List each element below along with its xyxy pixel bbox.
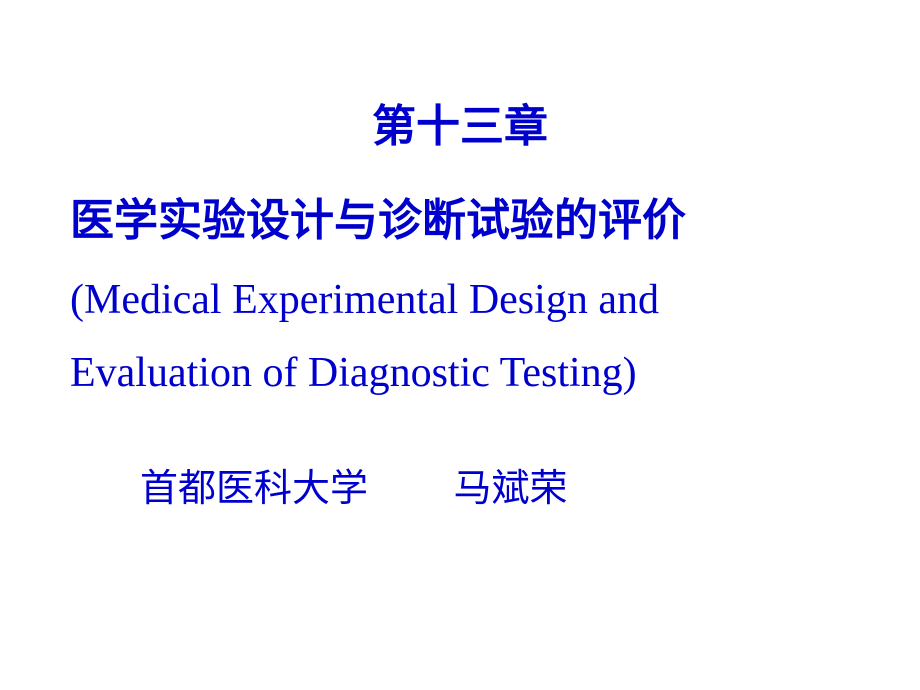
title-english-line1: (Medical Experimental Design and (70, 276, 850, 324)
title-english-line2: Evaluation of Diagnostic Testing) (70, 349, 850, 397)
slide-container: 第十三章 医学实验设计与诊断试验的评价 (Medical Experimenta… (0, 0, 920, 690)
affiliation-author: 首都医科大学 马斌荣 (70, 457, 850, 512)
title-chinese: 医学实验设计与诊断试验的评价 (70, 184, 850, 248)
chapter-number: 第十三章 (70, 90, 850, 154)
